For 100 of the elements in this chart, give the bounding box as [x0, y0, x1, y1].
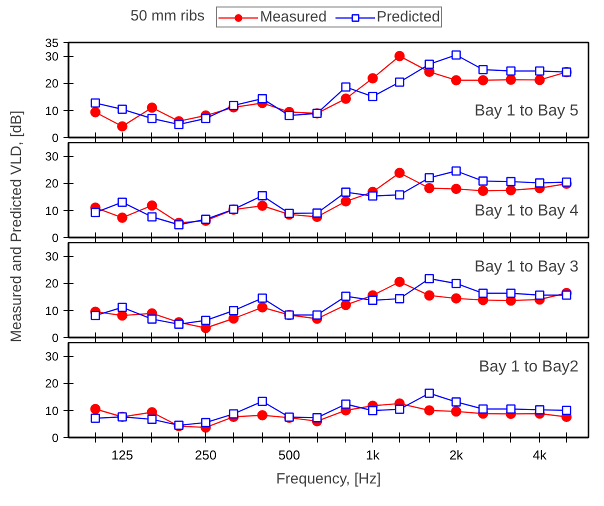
- point: [117, 212, 128, 223]
- x-tick-label: 250: [194, 448, 217, 462]
- point: [424, 60, 434, 69]
- point: [394, 294, 404, 304]
- annotation: Bay 1 to Bay2: [478, 358, 579, 376]
- point: [228, 306, 238, 316]
- y-tick-label: 10: [45, 104, 59, 118]
- point: [258, 396, 267, 406]
- point: [341, 82, 350, 92]
- point: [147, 314, 157, 324]
- point: [478, 404, 488, 414]
- y-tick-label: 10: [45, 304, 59, 318]
- point: [341, 188, 350, 197]
- y-tick-label: 30: [45, 150, 59, 164]
- point: [118, 104, 127, 114]
- y-tick-label: 20: [45, 376, 59, 391]
- y-tick-label: 20: [45, 176, 59, 191]
- point: [258, 191, 267, 200]
- point: [341, 399, 350, 409]
- point: [90, 414, 100, 423]
- point: [201, 316, 210, 326]
- point: [535, 290, 544, 300]
- point: [147, 212, 157, 222]
- point: [394, 404, 404, 414]
- point: [451, 406, 462, 417]
- point: [146, 102, 158, 113]
- point: [90, 404, 101, 414]
- point: [424, 173, 434, 182]
- point: [174, 120, 184, 130]
- point: [478, 176, 488, 186]
- point: [312, 208, 322, 218]
- point: [394, 168, 405, 178]
- point: [506, 404, 516, 414]
- y-tick-label: 20: [45, 276, 59, 291]
- point: [90, 208, 100, 218]
- point: [424, 388, 434, 398]
- point: [452, 50, 461, 60]
- point: [368, 406, 378, 416]
- point: [452, 397, 461, 407]
- y-tick-label: 0: [52, 431, 59, 445]
- point: [257, 200, 268, 211]
- annotation: Bay 1 to Bay 4: [474, 202, 579, 220]
- point: [452, 166, 461, 176]
- point: [535, 178, 544, 188]
- point: [451, 293, 462, 304]
- chart-title: 50 mm ribs: [130, 8, 205, 24]
- point: [341, 292, 350, 301]
- point: [146, 200, 158, 211]
- x-tick-label: 500: [278, 448, 300, 462]
- point: [394, 190, 404, 200]
- annotation: Bay 1 to Bay 3: [474, 258, 579, 276]
- y-tick-label: 0: [52, 231, 59, 245]
- point: [534, 74, 545, 86]
- annotation: Bay 1 to Bay 5: [474, 102, 579, 120]
- point: [90, 310, 100, 320]
- point: [201, 418, 210, 428]
- point: [174, 320, 184, 329]
- point: [562, 290, 572, 300]
- y-tick-label: 10: [45, 204, 59, 218]
- point: [340, 300, 351, 310]
- point: [452, 278, 461, 288]
- point: [424, 290, 434, 301]
- y-tick-label: 0: [52, 331, 59, 345]
- point: [284, 110, 294, 120]
- point: [228, 409, 238, 419]
- x-tick-label: 125: [111, 448, 134, 462]
- point: [201, 114, 210, 124]
- y-tick-label: 10: [45, 404, 59, 418]
- point: [368, 73, 378, 84]
- y-axis-title: Measured and Predicted VLD, [dB]: [8, 110, 25, 342]
- x-tick-label: 2k: [449, 448, 464, 462]
- x-tick-label: 1k: [366, 448, 380, 462]
- point: [506, 74, 516, 85]
- y-tick-label: 30: [45, 350, 59, 364]
- point: [258, 94, 267, 104]
- point: [312, 413, 322, 422]
- point: [90, 98, 100, 108]
- legend-label: Measured: [260, 8, 327, 26]
- point: [118, 198, 127, 207]
- point: [90, 107, 101, 118]
- point: [424, 405, 434, 416]
- point: [118, 302, 127, 312]
- point: [424, 274, 434, 284]
- point: [340, 94, 351, 104]
- point: [478, 288, 488, 298]
- x-axis-title: Frequency, [Hz]: [276, 470, 381, 488]
- point: [257, 410, 268, 420]
- point: [506, 288, 516, 298]
- point: [368, 92, 378, 102]
- point: [451, 75, 462, 86]
- point: [174, 220, 184, 230]
- point: [147, 114, 157, 124]
- y-tick-label: 30: [45, 250, 59, 264]
- x-tick-label: 4k: [532, 448, 548, 462]
- point: [258, 293, 267, 303]
- point: [394, 276, 405, 287]
- point: [506, 185, 516, 196]
- point: [506, 176, 516, 186]
- y-tick-label: 35: [45, 36, 59, 50]
- y-tick-label: 30: [45, 50, 59, 64]
